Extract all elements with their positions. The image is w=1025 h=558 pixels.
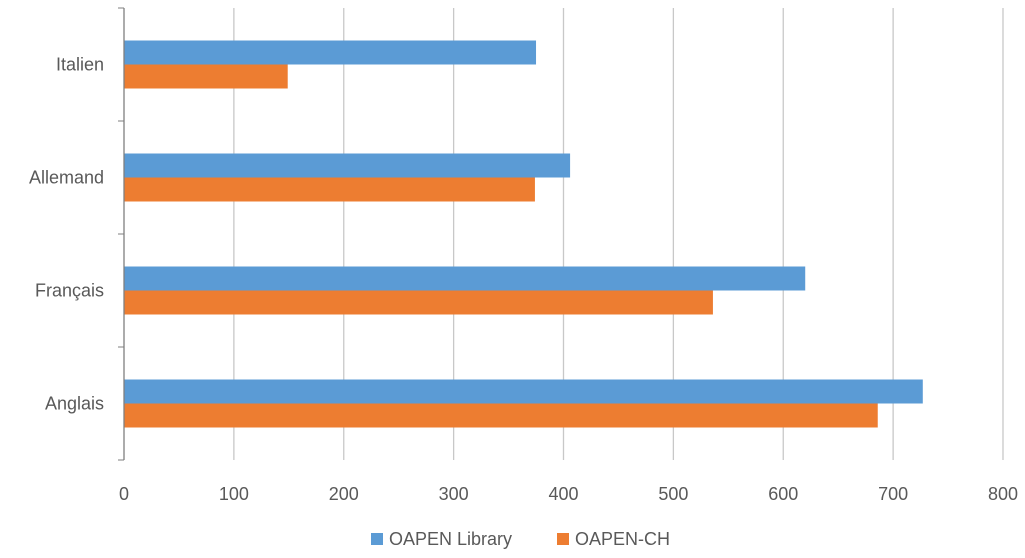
category-label: Italien [56,55,104,75]
bar-anglais-oapen-ch [124,403,878,428]
x-tick-labels: 0 100 200 300 400 500 600 700 800 [119,484,1018,504]
legend-label: OAPEN Library [389,529,512,549]
x-tick-label: 300 [439,484,469,504]
x-tick-label: 200 [329,484,359,504]
axes [118,7,125,461]
category-label: Allemand [29,168,104,188]
legend-swatch [371,533,383,545]
bar-anglais-oapen-library [124,379,923,404]
bars [124,40,923,428]
x-tick-label: 400 [548,484,578,504]
x-tick-label: 100 [219,484,249,504]
x-tick-label: 600 [768,484,798,504]
x-tick-label: 500 [658,484,688,504]
x-tick-label: 800 [988,484,1018,504]
bar-allemand-oapen-library [124,153,571,178]
bar-allemand-oapen-ch [124,177,535,202]
category-labels: Anglais Français Allemand Italien [29,55,104,414]
legend-swatch [557,533,569,545]
category-label: Français [35,281,104,301]
x-tick-label: 0 [119,484,129,504]
bar-français-oapen-library [124,266,806,291]
category-label: Anglais [45,394,104,414]
legend-label: OAPEN-CH [575,529,670,549]
x-tick-label: 700 [878,484,908,504]
gridlines [233,8,1004,460]
bar-italien-oapen-library [124,40,537,65]
bar-italien-oapen-ch [124,64,288,89]
legend: OAPEN Library OAPEN-CH [371,529,670,549]
bar-français-oapen-ch [124,290,713,315]
